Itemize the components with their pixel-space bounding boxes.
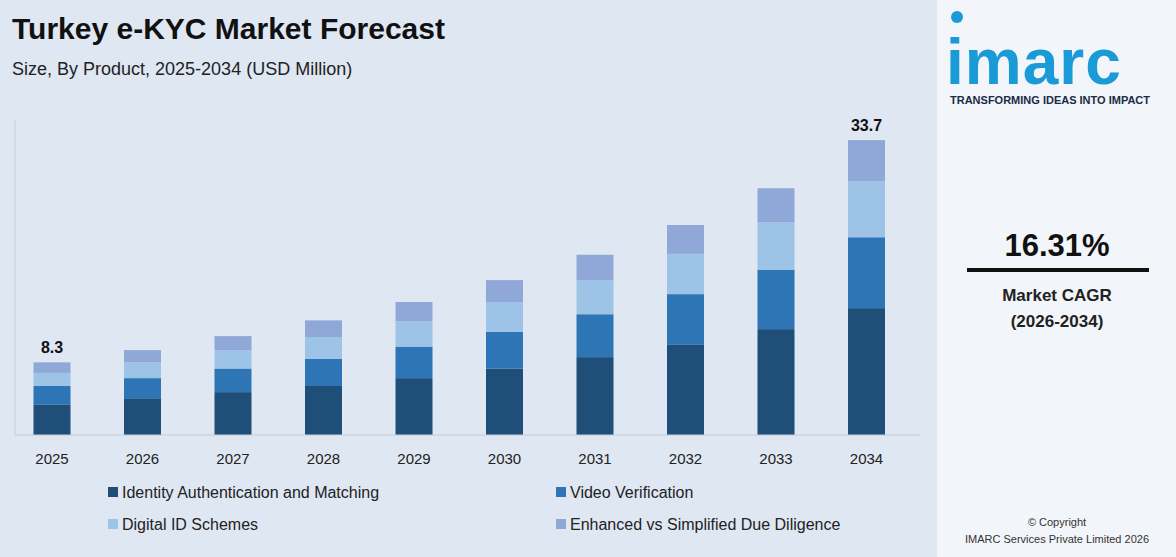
bar-segment bbox=[848, 140, 885, 181]
bar-segment bbox=[848, 308, 885, 435]
bar-segment bbox=[305, 337, 342, 359]
legend-label: Video Verification bbox=[570, 484, 693, 501]
legend-label: Digital ID Schemes bbox=[122, 516, 258, 533]
bar-segment bbox=[34, 362, 71, 373]
bar-segment bbox=[577, 280, 614, 314]
x-tick-label: 2029 bbox=[397, 450, 430, 467]
bar-segment bbox=[34, 386, 71, 404]
bar-segment bbox=[34, 404, 71, 435]
bar-segment bbox=[124, 362, 161, 378]
logo: imarc bbox=[946, 26, 1122, 98]
bar-segment bbox=[758, 270, 795, 330]
bar-segment bbox=[667, 294, 704, 345]
x-tick-label: 2033 bbox=[759, 450, 792, 467]
title: Turkey e-KYC Market Forecast bbox=[12, 12, 445, 45]
bar-segment bbox=[667, 225, 704, 254]
bar-segment bbox=[577, 314, 614, 357]
bar-segment bbox=[848, 237, 885, 308]
subtitle: Size, By Product, 2025-2034 (USD Million… bbox=[12, 59, 352, 79]
bar-segment bbox=[396, 378, 433, 435]
total-label: 8.3 bbox=[41, 339, 63, 356]
bar-segment bbox=[215, 350, 252, 368]
tagline: TRANSFORMING IDEAS INTO IMPACT bbox=[950, 94, 1150, 106]
logo-dot bbox=[951, 11, 963, 23]
bar-segment bbox=[305, 320, 342, 337]
legend-swatch bbox=[108, 487, 118, 497]
bar-segment bbox=[215, 369, 252, 393]
x-tick-label: 2034 bbox=[850, 450, 883, 467]
cagr-period: (2026-2034) bbox=[1011, 312, 1104, 331]
bar-segment bbox=[848, 181, 885, 237]
x-tick-label: 2026 bbox=[126, 450, 159, 467]
bars bbox=[34, 140, 886, 435]
bar-segment bbox=[34, 373, 71, 386]
bar-segment bbox=[396, 302, 433, 321]
bar-segment bbox=[124, 350, 161, 362]
bar-segment bbox=[215, 392, 252, 435]
bar-segment bbox=[758, 329, 795, 435]
legend-label: Enhanced vs Simplified Due Diligence bbox=[570, 516, 840, 533]
x-tick-label: 2031 bbox=[578, 450, 611, 467]
baseline bbox=[15, 435, 920, 436]
legend-label: Identity Authentication and Matching bbox=[122, 484, 379, 501]
cagr-rule bbox=[967, 268, 1149, 272]
company: IMARC Services Private Limited 2026 bbox=[965, 533, 1149, 545]
legend-swatch bbox=[556, 487, 566, 497]
bar-segment bbox=[124, 398, 161, 435]
chart-background bbox=[0, 0, 937, 557]
bar-segment bbox=[396, 347, 433, 379]
bar-segment bbox=[577, 357, 614, 435]
bar-segment bbox=[667, 345, 704, 435]
x-tick-label: 2030 bbox=[488, 450, 521, 467]
copyright: © Copyright bbox=[1028, 516, 1086, 528]
legend-swatch bbox=[556, 519, 566, 529]
y-axis-line bbox=[15, 120, 16, 435]
x-tick-label: 2032 bbox=[669, 450, 702, 467]
x-tick-label: 2025 bbox=[35, 450, 68, 467]
bar-segment bbox=[486, 302, 523, 332]
bar-segment bbox=[486, 369, 523, 436]
bar-segment bbox=[305, 359, 342, 386]
bar-segment bbox=[396, 321, 433, 346]
cagr-label: Market CAGR bbox=[1002, 286, 1112, 305]
cagr-value: 16.31% bbox=[1004, 228, 1109, 263]
chart: Turkey e-KYC Market Forecast Size, By Pro… bbox=[0, 0, 1176, 557]
bar-segment bbox=[124, 378, 161, 398]
bar-segment bbox=[486, 332, 523, 369]
legend-swatch bbox=[108, 519, 118, 529]
bar-segment bbox=[758, 188, 795, 222]
bar-segment bbox=[758, 222, 795, 269]
bar-segment bbox=[215, 336, 252, 350]
bar-segment bbox=[486, 280, 523, 302]
bar-segment bbox=[305, 386, 342, 435]
x-tick-label: 2027 bbox=[216, 450, 249, 467]
x-tick-label: 2028 bbox=[307, 450, 340, 467]
total-label: 33.7 bbox=[851, 117, 882, 134]
bar-segment bbox=[667, 254, 704, 294]
side-panel bbox=[937, 0, 1176, 557]
bar-segment bbox=[577, 255, 614, 280]
